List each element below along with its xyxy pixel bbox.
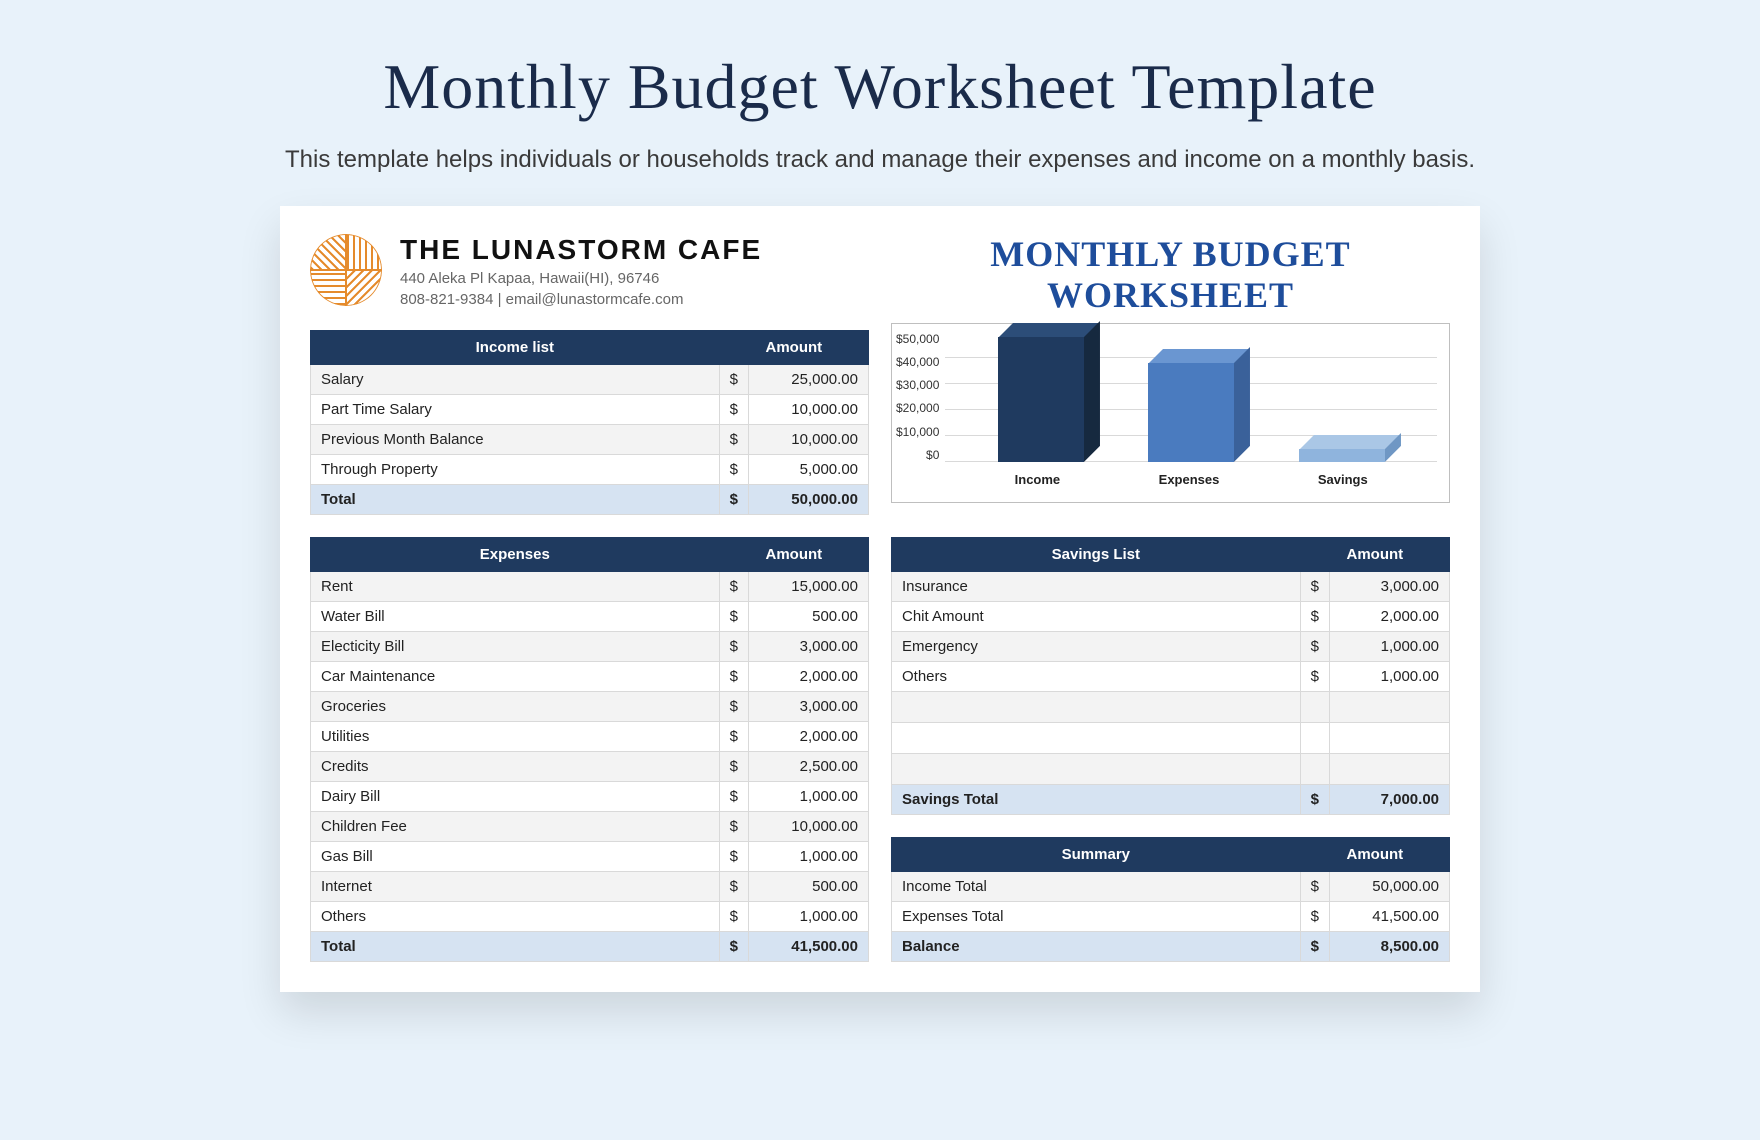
table-total-row: Total$50,000.00	[311, 485, 869, 515]
table-row: Water Bill$500.00	[311, 602, 869, 632]
chart-bar	[1148, 363, 1234, 462]
table-row: Part Time Salary$10,000.00	[311, 395, 869, 425]
table-row: Others$1,000.00	[892, 662, 1450, 692]
company-name: THE LUNASTORM CAFE	[400, 234, 762, 266]
table-row: Internet$500.00	[311, 872, 869, 902]
company-logo-icon	[310, 234, 382, 306]
table-row: Others$1,000.00	[311, 902, 869, 932]
table-row: Expenses Total$41,500.00	[892, 902, 1450, 932]
chart-y-axis: $50,000$40,000$30,000$20,000$10,000$0	[896, 332, 945, 462]
table-row: Dairy Bill$1,000.00	[311, 782, 869, 812]
table-row-blank	[892, 692, 1450, 723]
company-contact: 808-821-9384 | email@lunastormcafe.com	[400, 291, 762, 308]
table-row: Children Fee$10,000.00	[311, 812, 869, 842]
table-total-row: Total$41,500.00	[311, 932, 869, 962]
table-row: Rent$15,000.00	[311, 572, 869, 602]
chart-bar-label: Income	[1015, 472, 1061, 487]
table-row: Credits$2,500.00	[311, 752, 869, 782]
table-row: Gas Bill$1,000.00	[311, 842, 869, 872]
table-header-label: Savings List	[892, 538, 1301, 572]
table-header-amount: Amount	[1300, 838, 1449, 872]
page-title: Monthly Budget Worksheet Template	[383, 50, 1376, 124]
table-row: Groceries$3,000.00	[311, 692, 869, 722]
table-header-amount: Amount	[1300, 538, 1449, 572]
table-total-row: Balance$8,500.00	[892, 932, 1450, 962]
table-row: Chit Amount$2,000.00	[892, 602, 1450, 632]
bar-chart: $50,000$40,000$30,000$20,000$10,000$0 In…	[891, 323, 1450, 503]
table-row: Income Total$50,000.00	[892, 872, 1450, 902]
summary-table: SummaryAmountIncome Total$50,000.00Expen…	[891, 837, 1450, 962]
chart-bar	[998, 337, 1084, 462]
company-header: THE LUNASTORM CAFE 440 Aleka Pl Kapaa, H…	[310, 234, 869, 308]
table-row-blank	[892, 754, 1450, 785]
table-row: Salary$25,000.00	[311, 365, 869, 395]
chart-bar-label: Expenses	[1159, 472, 1220, 487]
chart-plot-area	[945, 332, 1437, 462]
table-row: Emergency$1,000.00	[892, 632, 1450, 662]
table-row: Previous Month Balance$10,000.00	[311, 425, 869, 455]
company-address: 440 Aleka Pl Kapaa, Hawaii(HI), 96746	[400, 270, 762, 287]
table-header-label: Expenses	[311, 538, 720, 572]
table-row: Insurance$3,000.00	[892, 572, 1450, 602]
expenses-table: ExpensesAmountRent$15,000.00Water Bill$5…	[310, 537, 869, 962]
table-total-row: Savings Total$7,000.00	[892, 785, 1450, 815]
table-header-amount: Amount	[719, 331, 868, 365]
table-row: Through Property$5,000.00	[311, 455, 869, 485]
chart-bar	[1299, 449, 1385, 462]
worksheet-sheet: THE LUNASTORM CAFE 440 Aleka Pl Kapaa, H…	[280, 206, 1480, 992]
table-header-label: Summary	[892, 838, 1301, 872]
income-table: Income listAmountSalary$25,000.00Part Ti…	[310, 330, 869, 515]
table-header-label: Income list	[311, 331, 720, 365]
table-row: Utilities$2,000.00	[311, 722, 869, 752]
chart-bar-label: Savings	[1318, 472, 1368, 487]
table-row-blank	[892, 723, 1450, 754]
chart-section: MONTHLY BUDGETWORKSHEET $50,000$40,000$3…	[891, 234, 1450, 515]
table-row: Electicity Bill$3,000.00	[311, 632, 869, 662]
savings-table: Savings ListAmountInsurance$3,000.00Chit…	[891, 537, 1450, 815]
table-header-amount: Amount	[719, 538, 868, 572]
page-subtitle: This template helps individuals or house…	[285, 142, 1475, 178]
table-row: Car Maintenance$2,000.00	[311, 662, 869, 692]
document-title: MONTHLY BUDGETWORKSHEET	[891, 234, 1450, 317]
chart-x-labels: Income Expenses Savings	[945, 472, 1437, 487]
